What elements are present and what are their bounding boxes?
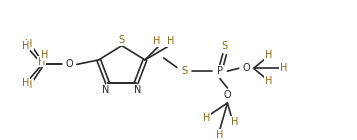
Text: H: H bbox=[25, 39, 33, 49]
Text: H: H bbox=[41, 50, 49, 60]
Text: H: H bbox=[25, 80, 33, 90]
Text: N: N bbox=[134, 85, 142, 95]
Text: O: O bbox=[223, 90, 231, 101]
Text: H: H bbox=[154, 36, 161, 46]
Text: H: H bbox=[167, 36, 174, 46]
Text: P: P bbox=[217, 66, 223, 76]
Text: S: S bbox=[181, 66, 187, 76]
Text: H: H bbox=[280, 63, 287, 73]
Text: H: H bbox=[265, 76, 272, 86]
Text: N: N bbox=[102, 85, 109, 95]
Text: H: H bbox=[216, 130, 223, 140]
Text: S: S bbox=[119, 35, 125, 45]
Text: H: H bbox=[231, 117, 238, 127]
Text: H: H bbox=[203, 113, 211, 123]
Text: S: S bbox=[222, 41, 228, 51]
Text: H: H bbox=[37, 57, 45, 67]
Text: H: H bbox=[265, 50, 272, 60]
Text: H: H bbox=[22, 41, 29, 51]
Text: O: O bbox=[242, 63, 250, 73]
Text: H: H bbox=[22, 78, 29, 88]
Text: O: O bbox=[66, 59, 73, 69]
